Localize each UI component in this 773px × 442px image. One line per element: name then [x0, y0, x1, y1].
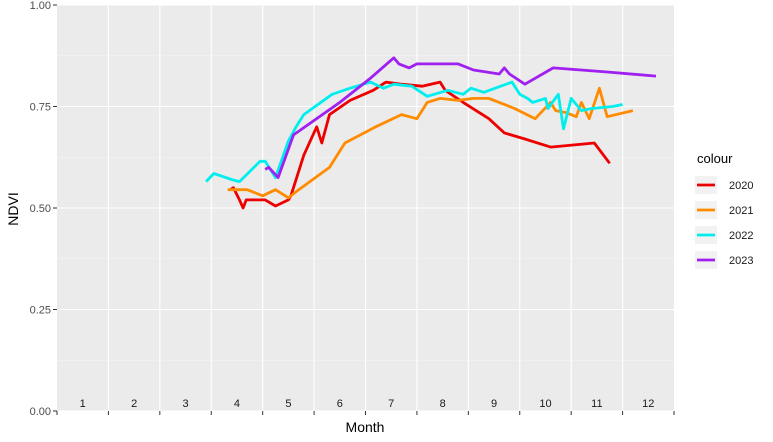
month-label: 2	[131, 398, 137, 410]
month-label: 10	[539, 398, 551, 410]
month-label: 12	[642, 398, 654, 410]
y-tick-label: 1.00	[30, 0, 51, 12]
month-label: 9	[491, 398, 497, 410]
month-label: 8	[440, 398, 446, 410]
legend-label-2020: 2020	[729, 180, 753, 192]
legend-title: colour	[697, 151, 733, 166]
series-line-2023	[264, 56, 657, 179]
legend-label-2023: 2023	[729, 255, 753, 267]
month-label: 7	[388, 398, 394, 410]
legend: colour 2020 2021 2022 2023	[695, 151, 753, 269]
month-labels: 1 2 3 4 5 6 7 8 9 10 11 12	[80, 398, 655, 410]
month-label: 6	[337, 398, 343, 410]
month-label: 1	[80, 398, 86, 410]
month-label: 11	[591, 398, 602, 410]
y-axis-title: NDVI	[5, 192, 21, 225]
y-tick-label: 0.25	[30, 305, 51, 317]
y-tick-label: 0.75	[30, 102, 51, 114]
series-line-2020	[229, 80, 611, 210]
legend-label-2021: 2021	[729, 205, 753, 217]
x-axis-title: Month	[346, 419, 385, 435]
legend-label-2022: 2022	[729, 230, 753, 242]
legend-items: 2020 2021 2022 2023	[695, 176, 753, 269]
x-axis	[56, 411, 675, 415]
series-lines	[205, 56, 657, 210]
y-tick-label: 0.50	[30, 203, 51, 215]
month-label: 4	[234, 398, 240, 410]
y-axis: 0.00 0.25 0.50 0.75 1.00	[30, 0, 57, 418]
month-label: 3	[182, 398, 188, 410]
month-label: 5	[285, 398, 291, 410]
y-tick-label: 0.00	[30, 406, 51, 418]
